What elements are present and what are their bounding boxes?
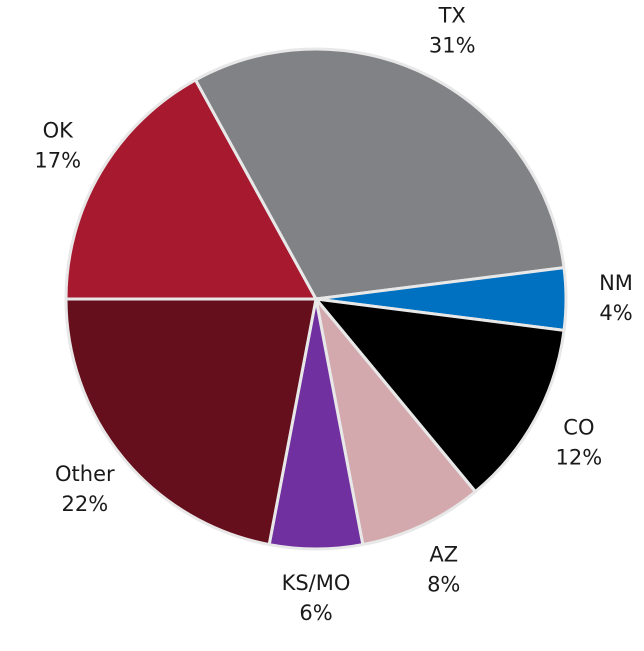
pie-slice (64, 297, 318, 547)
slice-label: KS/MO (282, 571, 351, 595)
slice-value-label: 6% (299, 601, 332, 625)
slice-value-label: 17% (34, 148, 81, 172)
slice-value-label: 22% (62, 492, 109, 516)
slice-value-label: 8% (427, 572, 460, 596)
slice-label: AZ (429, 542, 458, 566)
slice-value-label: 12% (556, 446, 603, 470)
slice-label: NM (599, 271, 633, 295)
slice-label: TX (438, 4, 466, 28)
slice-label: CO (563, 416, 594, 440)
pie-slice (64, 78, 318, 301)
pie-slice (314, 297, 477, 547)
slice-label: OK (43, 118, 75, 142)
slice-value-label: 4% (599, 301, 632, 325)
slice-value-label: 31% (429, 34, 476, 58)
pie-slice (314, 297, 566, 494)
pie-slice (194, 47, 566, 301)
slice-label: Other (55, 462, 115, 486)
